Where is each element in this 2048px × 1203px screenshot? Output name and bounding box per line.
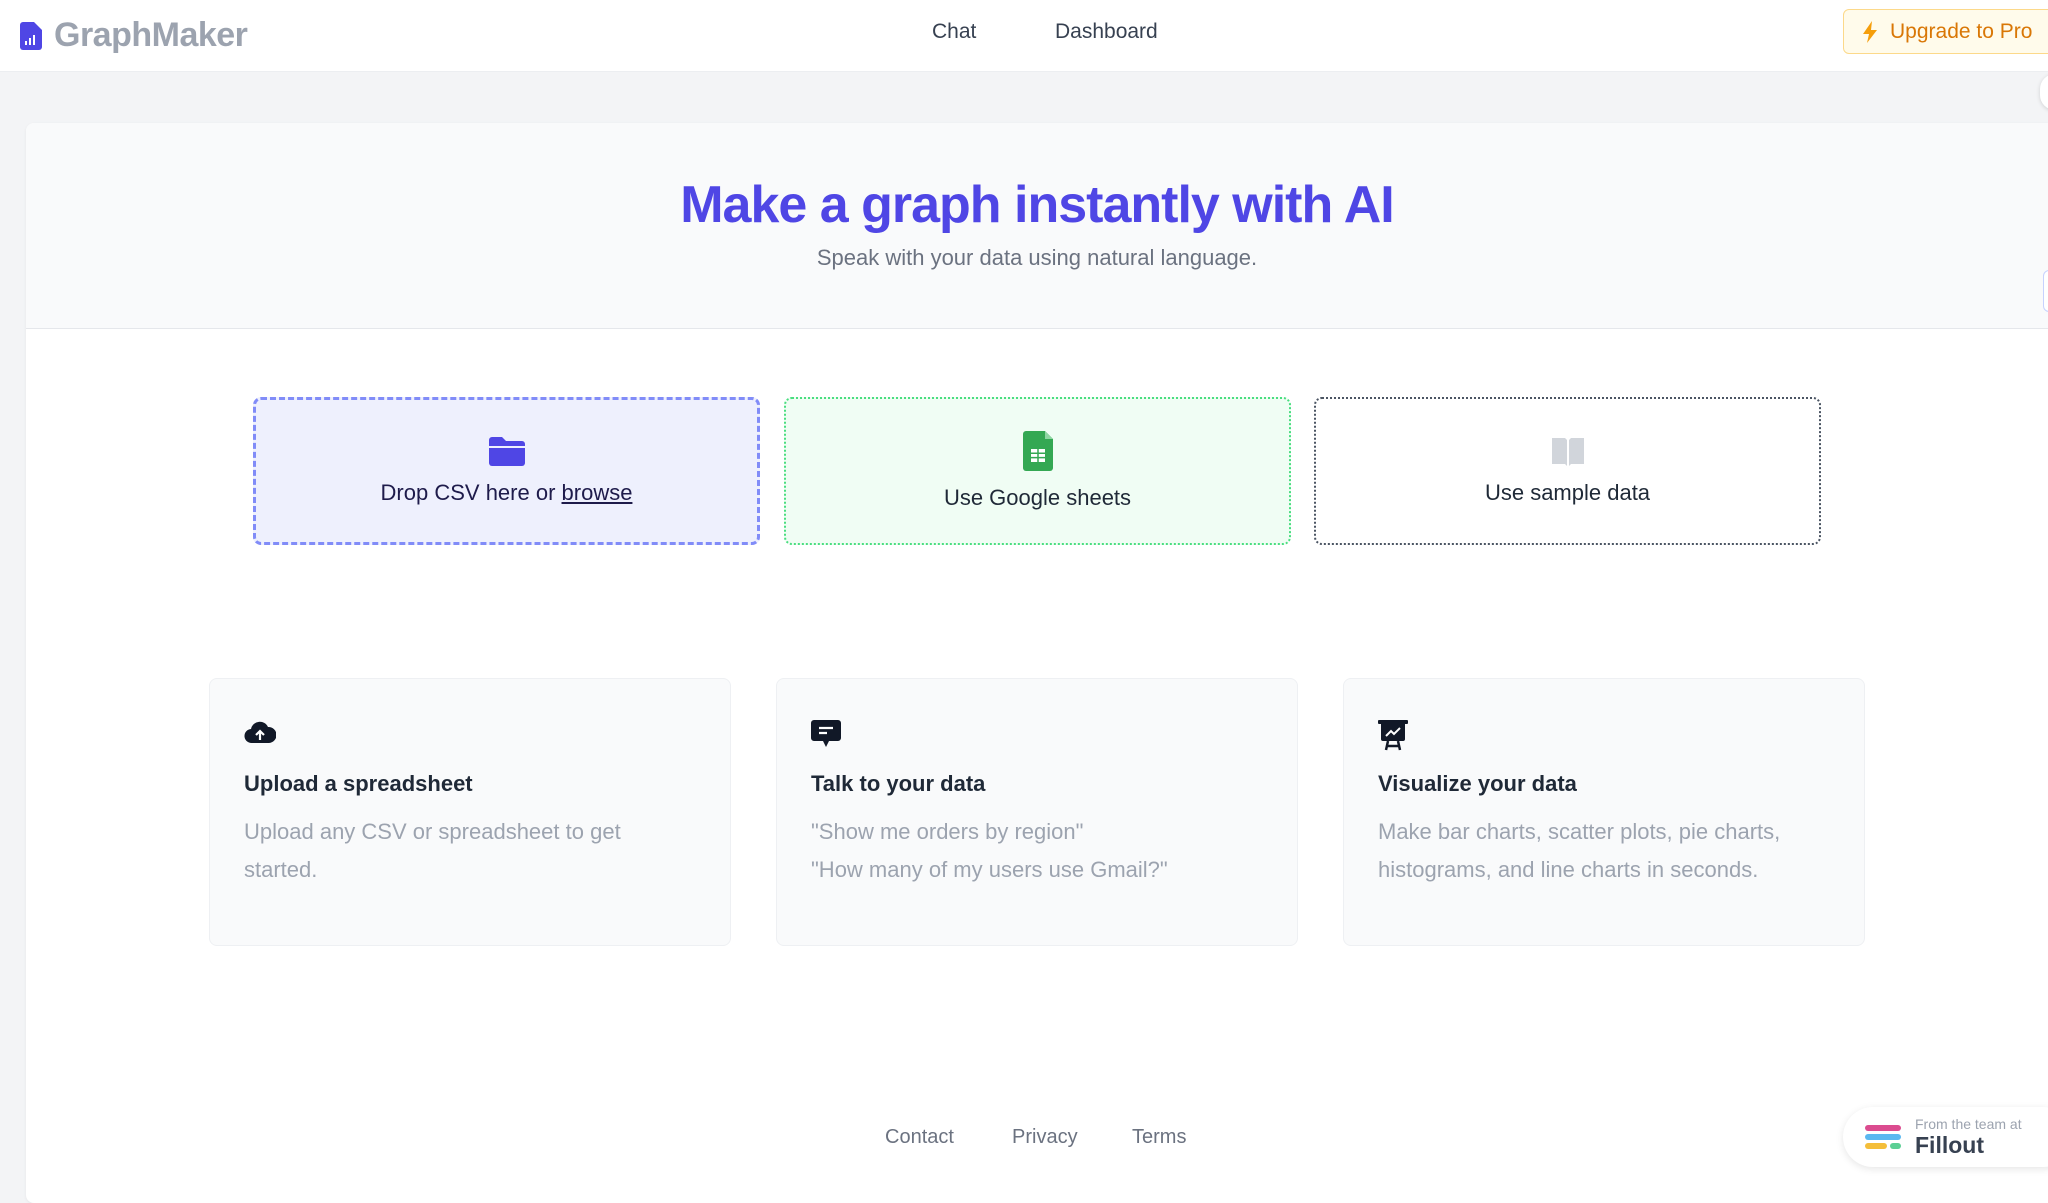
- lightning-icon: [1863, 20, 1877, 43]
- upgrade-label: Upgrade to Pro: [1890, 19, 2033, 43]
- cloud-upload-icon: [244, 721, 277, 744]
- csv-dropzone[interactable]: Drop CSV here or browse: [253, 397, 760, 545]
- main-card: Make a graph instantly with AI Speak wit…: [26, 123, 2048, 1203]
- logo[interactable]: GraphMaker: [20, 16, 248, 55]
- footer-privacy-link[interactable]: Privacy: [1012, 1126, 1078, 1148]
- page-subtitle: Speak with your data using natural langu…: [816, 245, 1258, 270]
- nav-chat[interactable]: Chat: [932, 20, 977, 43]
- feature-example: "How many of my users use Gmail?": [811, 857, 1168, 882]
- browse-link[interactable]: browse: [561, 480, 633, 505]
- footer-contact-link[interactable]: Contact: [885, 1126, 954, 1148]
- top-nav: GraphMaker Chat Dashboard Upgrade to Pro: [0, 0, 2048, 72]
- presentation-chart-icon: [1378, 720, 1408, 751]
- sample-data-label: Use sample data: [1484, 480, 1651, 505]
- sample-data-button[interactable]: Use sample data: [1314, 397, 1821, 545]
- feature-title: Visualize your data: [1378, 771, 1577, 796]
- graph-logo-icon: [20, 21, 42, 50]
- fillout-badge[interactable]: From the team at Fillout: [1843, 1107, 2048, 1167]
- chat-bubble-icon: [811, 720, 841, 747]
- page-title: Make a graph instantly with AI: [680, 176, 1395, 234]
- feature-card-visualize: Visualize your data Make bar charts, sca…: [1343, 678, 1865, 946]
- fillout-logo-icon: [1865, 1122, 1901, 1152]
- side-tab[interactable]: [2043, 270, 2048, 312]
- csv-label: Drop CSV here or: [380, 480, 562, 505]
- feature-description: Upload any CSV or spreadsheet to get sta…: [244, 819, 621, 882]
- footer-terms-link[interactable]: Terms: [1132, 1126, 1187, 1148]
- badge-brand: Fillout: [1915, 1131, 1984, 1158]
- hero: Make a graph instantly with AI Speak wit…: [26, 123, 2048, 329]
- feature-example: "Show me orders by region": [811, 819, 1084, 844]
- book-open-icon: [1551, 438, 1584, 466]
- google-sheets-label: Use Google sheets: [943, 485, 1132, 510]
- google-sheets-icon: [1022, 431, 1053, 471]
- google-sheets-button[interactable]: Use Google sheets: [784, 397, 1291, 545]
- badge-caption: From the team at: [1915, 1115, 2022, 1132]
- feature-title: Talk to your data: [811, 771, 986, 796]
- feature-title: Upload a spreadsheet: [244, 771, 473, 796]
- feature-card-upload: Upload a spreadsheet Upload any CSV or s…: [209, 678, 731, 946]
- side-handle[interactable]: [2040, 74, 2048, 110]
- app-name: GraphMaker: [54, 16, 248, 54]
- feature-description: Make bar charts, scatter plots, pie char…: [1378, 819, 1781, 882]
- feature-card-talk: Talk to your data "Show me orders by reg…: [776, 678, 1298, 946]
- nav-dashboard[interactable]: Dashboard: [1055, 20, 1158, 43]
- folder-icon: [488, 437, 525, 466]
- upgrade-button[interactable]: Upgrade to Pro: [1843, 9, 2048, 54]
